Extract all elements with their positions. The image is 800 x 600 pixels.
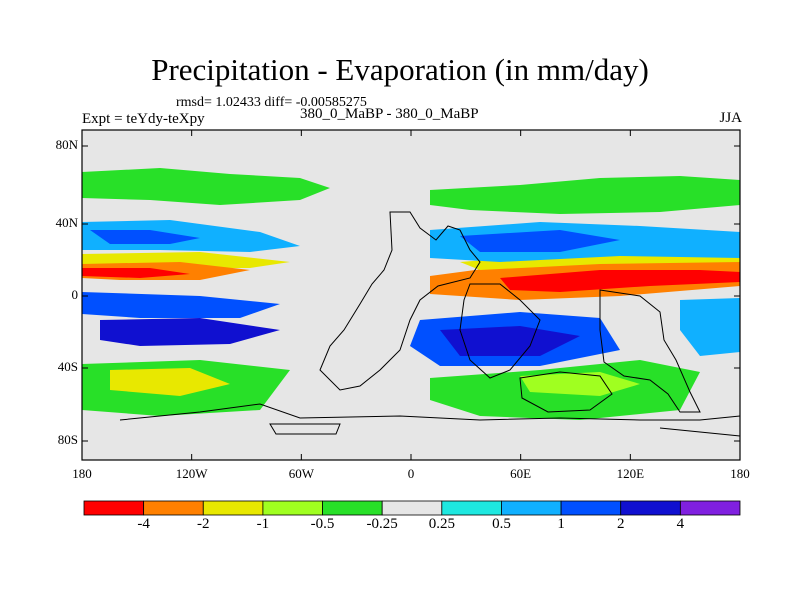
coastline-eurasia-east: [599, 289, 701, 413]
east-wet-core: [460, 230, 620, 252]
south-pacific-yellow: [110, 368, 230, 396]
colorbar-label: 4: [676, 516, 685, 532]
season-label: JJA: [719, 110, 742, 126]
coastline-americas: [319, 211, 481, 391]
colorbar-swatch: [202, 500, 264, 516]
experiment-label: Expt = teYdy-teXpy: [82, 111, 205, 127]
colorbar-label: 0.5: [492, 516, 511, 532]
colorbar-label: 0.25: [428, 516, 455, 532]
colorbar-swatch: [262, 500, 323, 516]
colorbar-swatch: [143, 500, 204, 516]
coastline-australia: [519, 371, 613, 413]
colorbar-swatch: [83, 500, 145, 516]
colorbar-label: -4: [137, 516, 150, 532]
lat-tick-label: 80S: [57, 432, 78, 447]
stats-line: rmsd= 1.02433 diff= -0.00585275: [176, 95, 367, 110]
map-title: Precipitation - Evaporation (in mm/day): [151, 52, 649, 87]
colorbar: [83, 500, 741, 516]
colorbar-swatch: [322, 500, 383, 516]
colorbar-swatch: [679, 500, 741, 516]
north-dry-band: [82, 168, 330, 205]
colorbar-swatch: [381, 500, 443, 516]
lat-tick-label: 0: [71, 287, 79, 302]
north-dry-band-east: [430, 176, 740, 214]
equatorial-core-east: [500, 270, 740, 292]
lon-tick-label: 120E: [616, 466, 645, 481]
case-label: 380_0_MaBP - 380_0_MaBP: [300, 106, 479, 122]
south-equator-wet-west: [82, 292, 280, 318]
lat-tick-label: 80N: [55, 137, 78, 152]
colorbar-label: -0.5: [310, 516, 335, 532]
far-east-wet: [680, 298, 740, 356]
colorbar-swatch: [620, 500, 681, 516]
lon-tick-label: 0: [407, 466, 415, 481]
field-layer: [82, 130, 740, 460]
colorbar-label: -2: [197, 516, 210, 532]
coastline-antarctica: [119, 403, 741, 437]
lon-tick-label: 120W: [175, 466, 208, 481]
lon-tick-label: 180: [730, 466, 750, 481]
colorbar-label: 1: [557, 516, 565, 532]
colorbar-swatch: [501, 500, 562, 516]
axis-ticks: [81, 130, 741, 460]
colorbar-label: -0.25: [366, 516, 398, 532]
south-pacific-deep: [100, 318, 280, 346]
lat-tick-label: 40N: [55, 215, 78, 230]
lon-tick-label: 60W: [288, 466, 314, 481]
colorbar-label: -1: [256, 516, 270, 532]
lon-tick-label: 180: [72, 466, 92, 481]
coastline-africa: [459, 283, 541, 379]
colorbar-swatch: [560, 500, 622, 516]
lon-tick-label: 60E: [510, 466, 532, 481]
colorbar-swatch: [441, 500, 502, 516]
south-indian-yellow: [520, 372, 640, 396]
coastlines: [119, 211, 741, 437]
colorbar-label: 2: [616, 516, 625, 532]
lat-tick-label: 40S: [57, 359, 78, 374]
north-pacific-deep: [90, 230, 200, 244]
equatorial-core-west: [82, 268, 190, 278]
indian-ocean-deep: [440, 326, 580, 356]
